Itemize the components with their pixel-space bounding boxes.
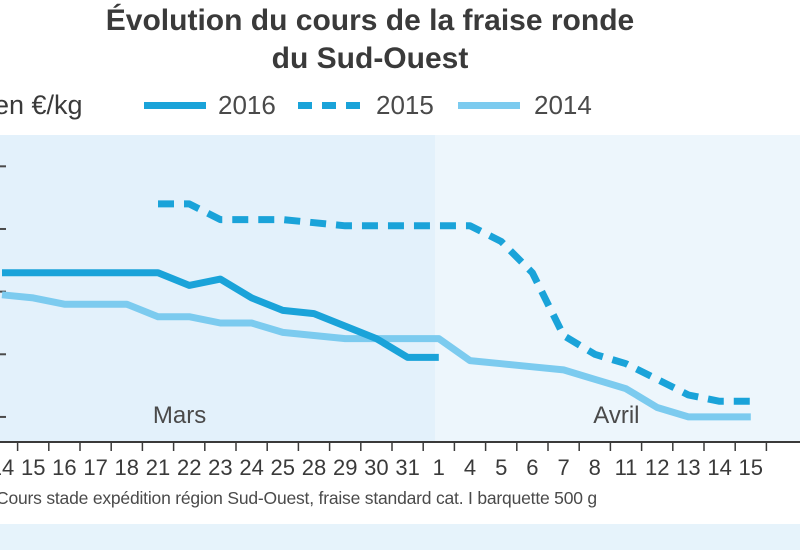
- legend-label-2016: 2016: [218, 90, 276, 120]
- x-tick-label: 15: [21, 455, 45, 480]
- x-tick-label: 21: [146, 455, 170, 480]
- x-tick-label: 23: [208, 455, 232, 480]
- plot-background-march: [0, 135, 435, 442]
- plot-background-april: [435, 135, 800, 442]
- x-tick-label: 11: [615, 455, 638, 480]
- x-tick-label: 17: [83, 455, 107, 480]
- x-tick-label: 28: [302, 455, 326, 480]
- x-tick-label: 12: [645, 455, 669, 480]
- y-axis-unit-label: en €/kg: [0, 90, 83, 120]
- x-tick-label: 29: [333, 455, 357, 480]
- chart-title: Évolution du cours de la fraise ronde du…: [0, 2, 740, 78]
- x-tick-label: 16: [52, 455, 76, 480]
- x-tick-label: 1: [433, 455, 445, 480]
- series-line-2016: [2, 269, 439, 361]
- x-tick-label: 14: [0, 455, 14, 480]
- series-line-2015: [158, 200, 751, 405]
- chart-title-line-2: du Sud-Ouest: [271, 42, 469, 75]
- chart-footnote: Cours stade expédition région Sud-Ouest,…: [0, 488, 597, 508]
- legend-swatch-2014: [458, 102, 520, 109]
- legend-label-2014: 2014: [534, 90, 592, 120]
- month-label: Avril: [593, 402, 639, 429]
- x-tick-label: 4: [464, 455, 476, 480]
- legend-label-2015: 2015: [376, 90, 434, 120]
- x-tick-label: 18: [115, 455, 139, 480]
- x-tick-label: 14: [707, 455, 731, 480]
- x-tick-label: 15: [739, 455, 763, 480]
- x-tick-label: 24: [239, 455, 263, 480]
- x-tick-label: 7: [557, 455, 569, 480]
- bottom-band: [0, 524, 800, 550]
- month-label: Mars: [153, 402, 206, 429]
- x-tick-label: 8: [589, 455, 601, 480]
- legend-swatch-2016: [144, 102, 206, 109]
- x-tick-label: 30: [364, 455, 388, 480]
- x-tick-label: 25: [271, 455, 295, 480]
- legend-swatch-2015: [298, 102, 360, 109]
- chart-title-line-1: Évolution du cours de la fraise ronde: [105, 4, 635, 37]
- x-tick-label: 6: [526, 455, 538, 480]
- x-tick-label: 22: [177, 455, 201, 480]
- x-tick-label: 13: [676, 455, 700, 480]
- x-tick-label: 5: [495, 455, 507, 480]
- x-tick-label: 31: [395, 455, 419, 480]
